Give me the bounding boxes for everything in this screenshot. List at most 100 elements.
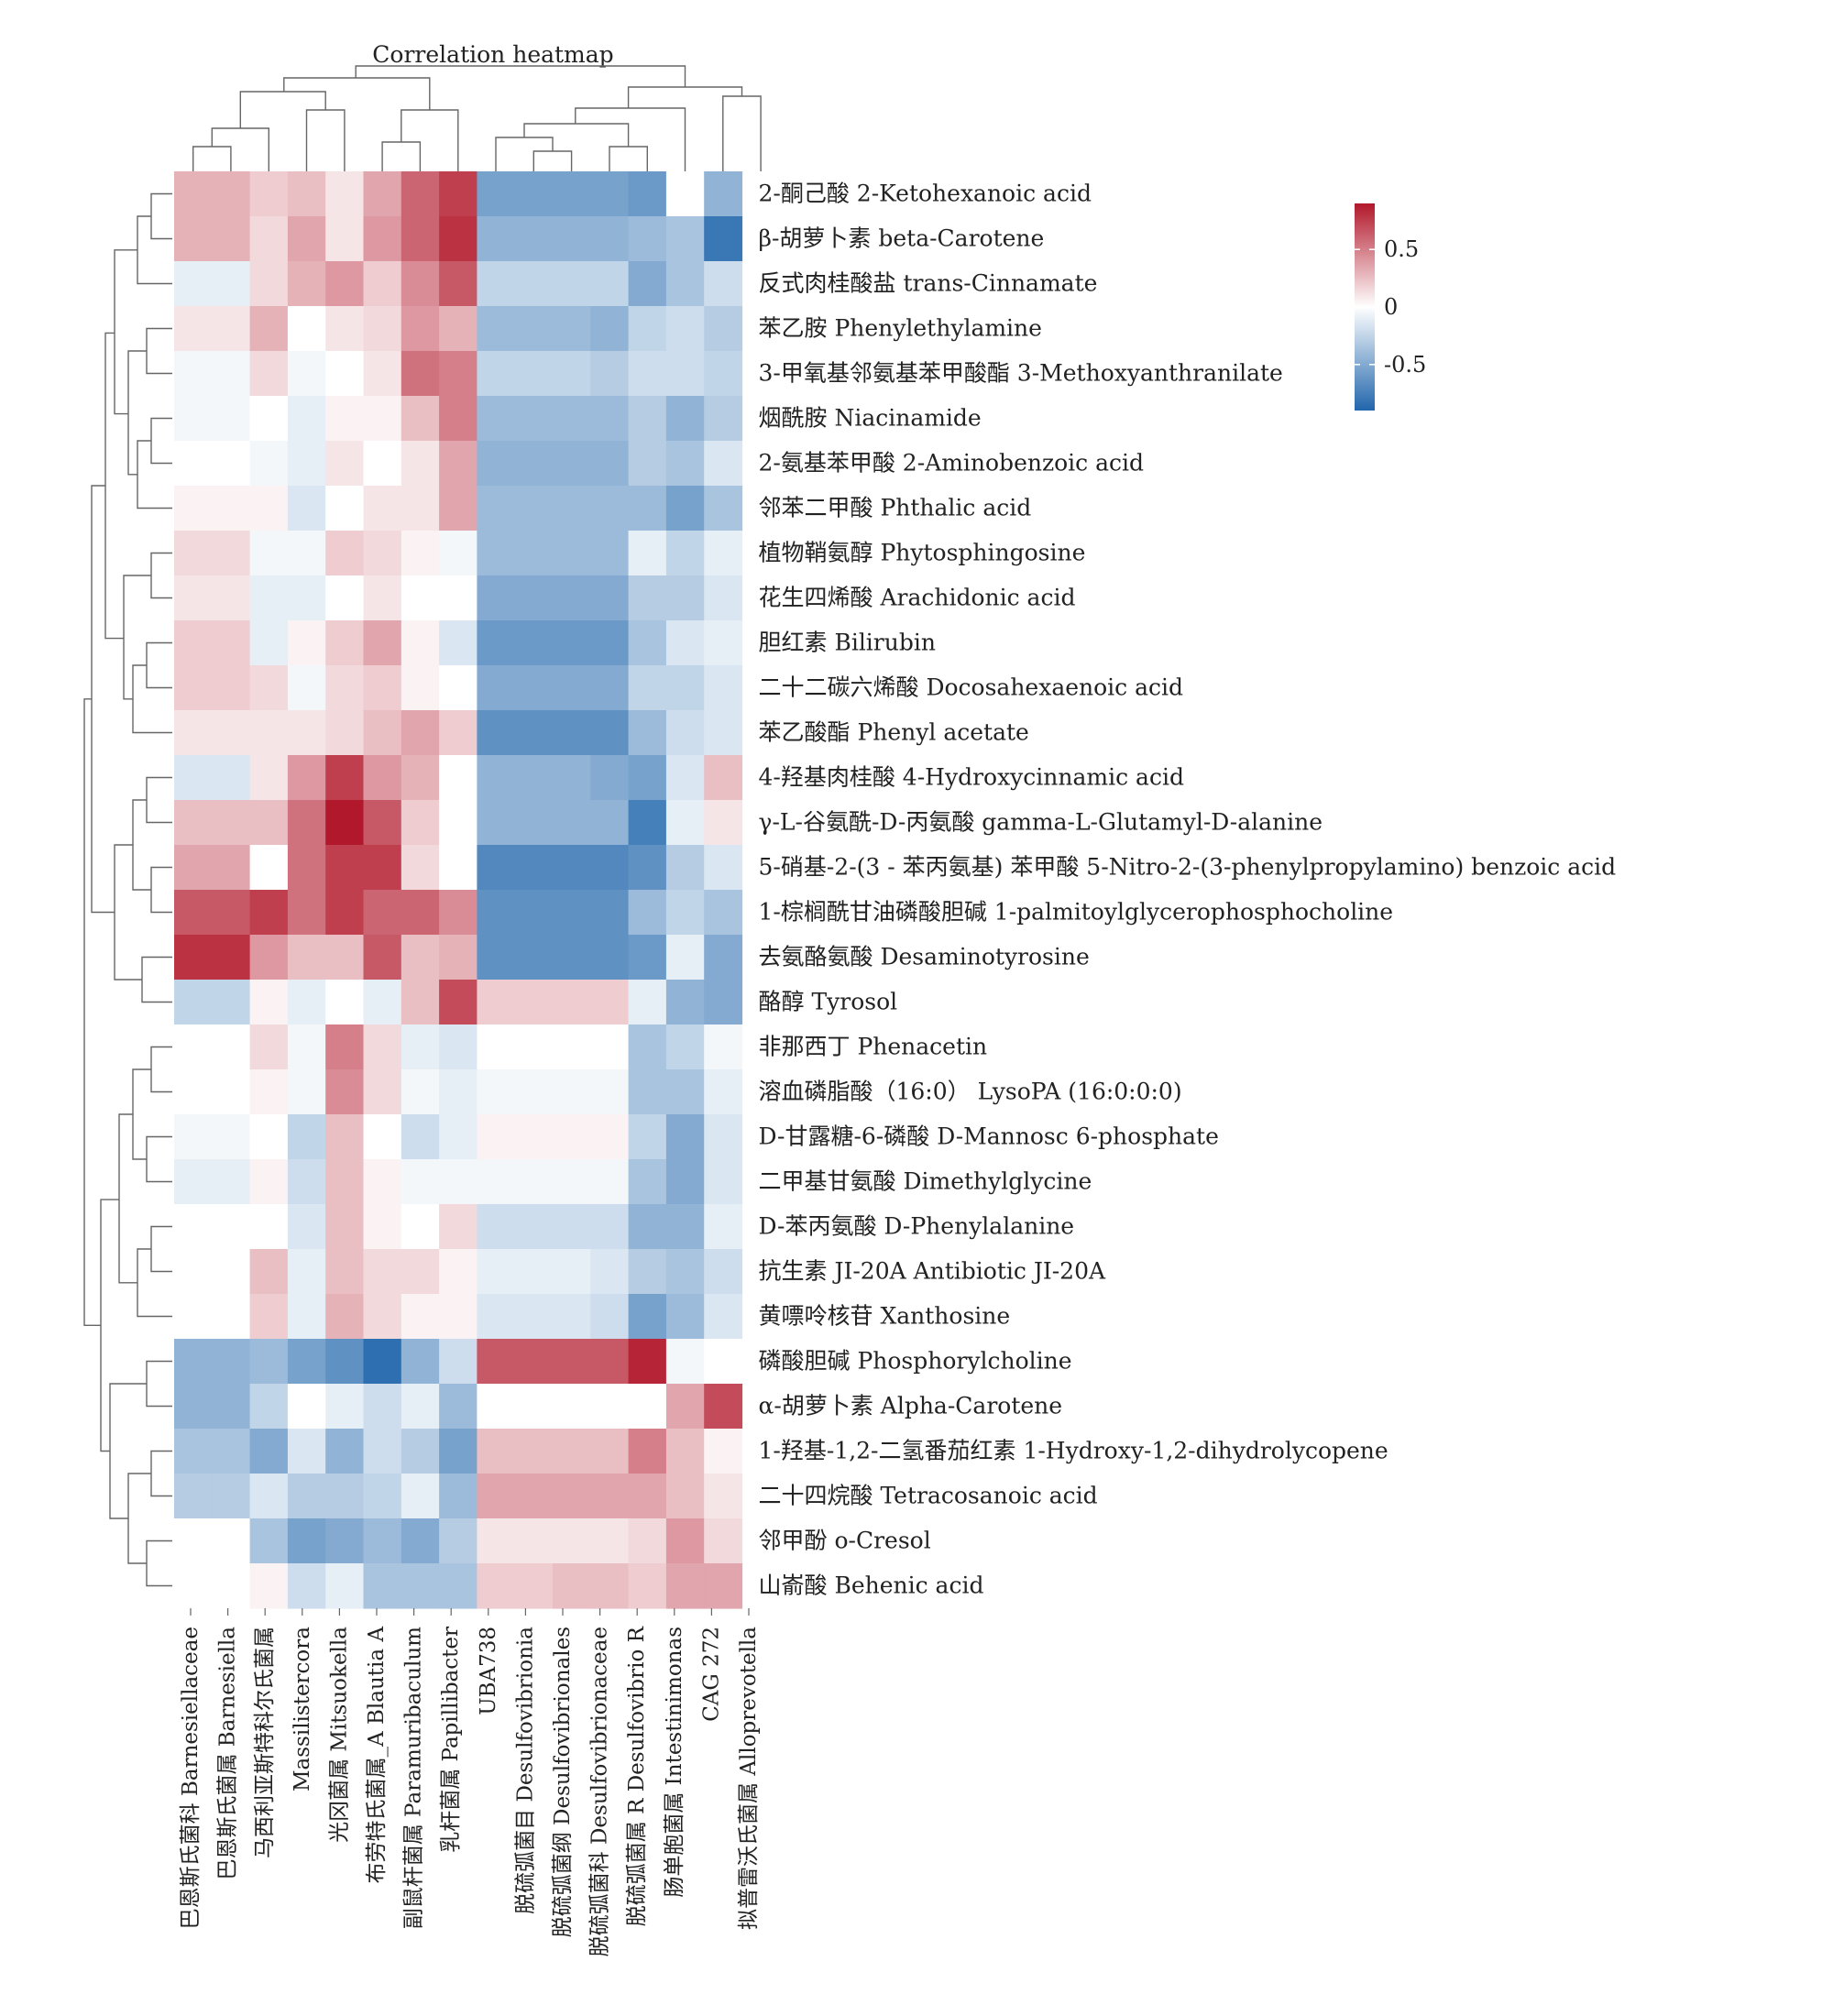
heatmap-cell	[514, 980, 554, 1025]
heatmap-cell	[704, 800, 743, 846]
heatmap-cell	[477, 1249, 516, 1295]
heatmap-cell	[514, 1339, 554, 1385]
heatmap-cell	[174, 1294, 213, 1340]
heatmap-cell	[514, 1024, 554, 1070]
heatmap-cell	[590, 890, 630, 936]
row-label: 酪醇 Tyrosol	[759, 989, 898, 1015]
heatmap-cell	[439, 396, 477, 442]
heatmap-cell	[704, 1429, 743, 1474]
column-label: 马西利亚斯特科尔氏菌属	[253, 1627, 277, 1858]
heatmap-cell	[477, 1024, 516, 1070]
heatmap-cell	[363, 1114, 402, 1160]
heatmap-cell	[628, 665, 667, 711]
heatmap-cell	[704, 710, 743, 756]
heatmap-cell	[628, 980, 667, 1025]
heatmap-cell	[628, 1429, 667, 1474]
heatmap-cell	[401, 1069, 440, 1115]
heatmap-cell	[325, 1204, 365, 1250]
heatmap-cell	[325, 1024, 365, 1070]
column-dendrogram-link	[355, 65, 686, 87]
heatmap-cell	[665, 1114, 705, 1160]
heatmap-cell	[590, 351, 630, 397]
heatmap-cell	[514, 216, 554, 262]
heatmap-cell	[249, 1294, 289, 1340]
heatmap-cell	[174, 1518, 213, 1564]
row-dendrogram-link	[114, 249, 137, 415]
heatmap-cell	[590, 1069, 630, 1115]
row-label: 磷酸胆碱 Phosphorylcholine	[759, 1348, 1072, 1375]
heatmap-cell	[704, 1384, 743, 1430]
heatmap-cell	[628, 486, 667, 531]
heatmap-cell	[212, 1294, 251, 1340]
heatmap-cell	[363, 800, 402, 846]
heatmap-cell	[287, 1384, 326, 1430]
heatmap-cell	[477, 620, 516, 666]
heatmap-cell	[401, 441, 440, 487]
heatmap-cell	[704, 935, 743, 981]
heatmap-cell	[287, 261, 326, 307]
heatmap-cell	[553, 1429, 591, 1474]
heatmap-cell	[363, 575, 402, 621]
row-dendrogram-link	[146, 641, 172, 689]
heatmap-cell	[514, 665, 554, 711]
column-dendrogram-link	[532, 150, 573, 171]
heatmap-cell	[665, 845, 705, 891]
row-label: 1-棕榈酰甘油磷酸胆碱 1-palmitoylglycerophosphocho…	[759, 899, 1394, 926]
heatmap-cell	[287, 935, 326, 981]
heatmap-cell	[401, 1339, 440, 1385]
heatmap-cell	[325, 620, 365, 666]
heatmap-cell	[477, 1159, 516, 1205]
heatmap-cell	[287, 755, 326, 801]
heatmap-cell	[325, 1069, 365, 1115]
heatmap-cell	[514, 1159, 554, 1205]
heatmap-cell	[590, 1114, 630, 1160]
heatmap-cell	[212, 710, 251, 756]
heatmap-cell	[704, 1294, 743, 1340]
heatmap-cell	[325, 441, 365, 487]
row-dendrogram-link	[150, 1225, 172, 1273]
heatmap-cell	[325, 800, 365, 846]
heatmap-cell	[401, 1249, 440, 1295]
heatmap-cell	[363, 710, 402, 756]
heatmap-cell	[363, 1069, 402, 1115]
heatmap-cell	[212, 1114, 251, 1160]
heatmap-cell	[325, 845, 365, 891]
heatmap-cell	[665, 1069, 705, 1115]
heatmap-cell	[212, 1474, 251, 1519]
heatmap-cell	[439, 1429, 477, 1474]
heatmap-cell	[325, 1294, 365, 1340]
heatmap-cell	[212, 1339, 251, 1385]
heatmap-cell	[514, 935, 554, 981]
heatmap-cell	[439, 171, 477, 217]
heatmap-cell	[249, 710, 289, 756]
heatmap-cell	[704, 486, 743, 531]
heatmap-cell	[249, 665, 289, 711]
row-dendrogram-link	[150, 192, 172, 240]
heatmap-cell	[704, 1249, 743, 1295]
heatmap-cell	[325, 980, 365, 1025]
heatmap-cell	[287, 1339, 326, 1385]
row-label: 邻苯二甲酸 Phthalic acid	[759, 495, 1032, 521]
heatmap-cell	[287, 1249, 326, 1295]
heatmap-cell	[553, 171, 591, 217]
heatmap-cell	[665, 171, 705, 217]
heatmap-cell	[287, 216, 326, 262]
row-dendrogram-link	[146, 1135, 172, 1183]
column-dendrogram-link	[192, 146, 232, 171]
row-label: 2-酮己酸 2-Ketohexanoic acid	[759, 181, 1092, 207]
heatmap-cell	[477, 531, 516, 576]
heatmap-cell	[249, 1384, 289, 1430]
heatmap-cell	[363, 935, 402, 981]
heatmap-cell	[287, 575, 326, 621]
heatmap-cell	[249, 1563, 289, 1609]
heatmap-cell	[287, 1294, 326, 1340]
heatmap-cell	[401, 1563, 440, 1609]
heatmap-cell	[704, 351, 743, 397]
heatmap-cell	[628, 396, 667, 442]
heatmap-cell	[363, 620, 402, 666]
heatmap-cell	[287, 800, 326, 846]
heatmap-cell	[249, 1024, 289, 1070]
heatmap-cell	[704, 1518, 743, 1564]
heatmap-cell	[553, 1339, 591, 1385]
row-label: 苯乙酸酯 Phenyl acetate	[759, 719, 1029, 746]
